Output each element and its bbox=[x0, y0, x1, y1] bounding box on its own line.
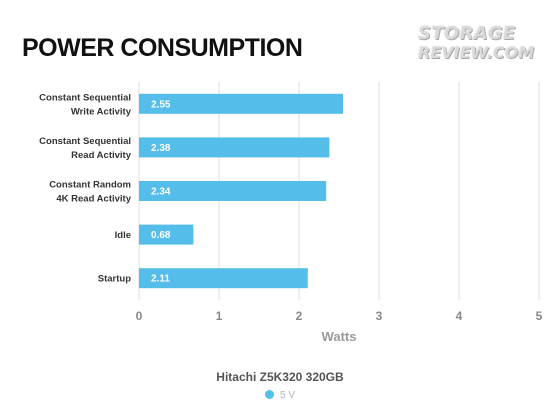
legend-label: 5 V bbox=[279, 390, 295, 401]
legend-swatch bbox=[264, 390, 274, 399]
category-label-4: Startup bbox=[98, 274, 131, 285]
logo-line-2: REVIEW.COM bbox=[418, 43, 535, 62]
category-label-1: Constant Sequential Read Activity bbox=[39, 136, 132, 161]
x-tick-label-1: 1 bbox=[216, 309, 223, 323]
bar-4[interactable] bbox=[139, 268, 308, 289]
bar-2[interactable] bbox=[139, 181, 327, 201]
category-label-2: Constant Random 4K Read Activity bbox=[49, 180, 132, 205]
category-labels: Constant Sequential Write Activity Constan… bbox=[39, 92, 132, 284]
chart-title: POWER CONSUMPTION bbox=[22, 34, 303, 62]
category-label-3: Idle bbox=[115, 230, 131, 241]
x-tick-label-2: 2 bbox=[296, 309, 303, 323]
x-axis-title: Watts bbox=[322, 329, 357, 344]
x-tick-label-0: 0 bbox=[136, 309, 143, 323]
x-tick-labels: 0 1 2 3 4 5 bbox=[136, 309, 543, 323]
x-tick-label-4: 4 bbox=[456, 309, 463, 323]
logo-line-1: STORAGE bbox=[418, 23, 516, 44]
storagereview-logo: STORAGE REVIEW.COM bbox=[418, 24, 538, 74]
bar-3[interactable] bbox=[139, 224, 194, 245]
bar-value-label-3: 0.68 bbox=[151, 230, 171, 241]
legend-item-5v[interactable]: 5 V bbox=[0, 390, 560, 401]
bar-value-label-2: 2.34 bbox=[151, 187, 171, 198]
legend-title: Hitachi Z5K320 320GB bbox=[216, 370, 344, 384]
bar-value-label-1: 2.38 bbox=[151, 143, 171, 154]
bar-value-label-4: 2.11 bbox=[151, 274, 170, 285]
x-tick-label-5: 5 bbox=[536, 309, 543, 323]
bars: 2.55 2.38 2.34 0.68 2.11 bbox=[139, 93, 343, 289]
x-tick-label-3: 3 bbox=[376, 309, 383, 323]
category-label-0: Constant Sequential Write Activity bbox=[39, 92, 132, 117]
bar-value-label-0: 2.55 bbox=[151, 99, 171, 110]
bar-0[interactable] bbox=[139, 93, 343, 114]
bar-1[interactable] bbox=[139, 137, 330, 158]
